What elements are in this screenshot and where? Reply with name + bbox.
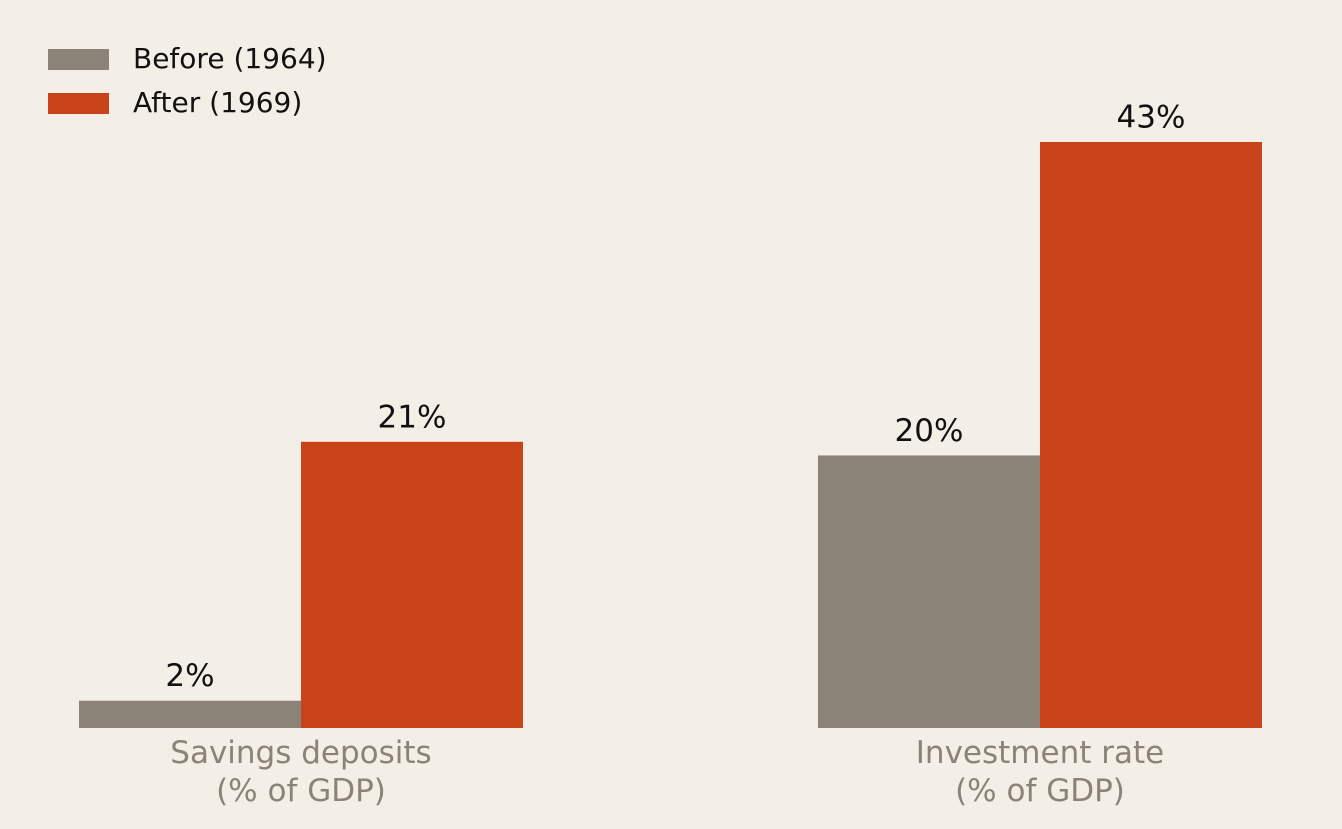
bar [79,700,301,728]
value-label: 43% [1117,100,1186,136]
legend-label: Before (1964) [133,42,327,75]
value-label: 20% [895,413,964,449]
value-label: 2% [165,658,214,694]
x-tick-label: Investment rate (% of GDP) [915,735,1165,809]
bar [301,441,523,728]
legend-label: After (1969) [133,86,302,119]
x-tick-label: Savings deposits (% of GDP) [170,735,432,809]
bar [818,455,1040,728]
value-label: 21% [378,399,447,435]
bar [1040,142,1262,728]
legend-swatch [48,93,109,114]
legend-swatch [48,49,109,70]
